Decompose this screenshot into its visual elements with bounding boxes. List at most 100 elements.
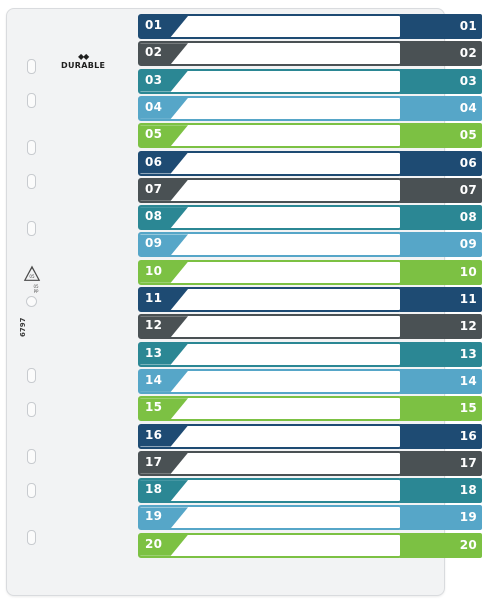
divider-row[interactable]: 07 07 <box>138 177 484 203</box>
label-strip[interactable]: 03 <box>138 68 402 94</box>
number-badge: 09 <box>140 234 188 256</box>
label-strip[interactable]: 12 <box>138 314 402 340</box>
number-badge: 06 <box>140 152 188 174</box>
label-strip[interactable]: 06 <box>138 150 402 176</box>
badge-number: 08 <box>145 209 163 224</box>
badge-number: 03 <box>145 72 163 87</box>
badge-number: 12 <box>145 318 163 333</box>
index-tab[interactable]: 05 <box>400 123 482 149</box>
divider-row[interactable]: 04 04 <box>138 95 484 121</box>
badge-number: 01 <box>145 18 163 32</box>
divider-row[interactable]: 16 16 <box>138 423 484 449</box>
index-tab[interactable]: 01 <box>400 14 482 39</box>
index-tab[interactable]: 03 <box>400 68 482 94</box>
badge-number: 20 <box>145 536 163 551</box>
badge-number: 02 <box>145 45 163 60</box>
number-badge: 14 <box>140 370 188 392</box>
number-badge: 01 <box>140 16 188 37</box>
divider-row[interactable]: 20 20 <box>138 532 484 558</box>
badge-number: 11 <box>145 291 163 305</box>
label-strip[interactable]: 09 <box>138 232 402 258</box>
index-tab[interactable]: 15 <box>400 396 482 422</box>
label-strip[interactable]: 01 <box>138 14 402 39</box>
divider-row[interactable]: 19 19 <box>138 505 484 531</box>
label-strip[interactable]: 10 <box>138 259 402 285</box>
divider-row[interactable]: 18 18 <box>138 478 484 504</box>
number-badge: 20 <box>140 534 188 556</box>
label-strip[interactable]: 05 <box>138 123 402 149</box>
punch-hole <box>27 483 36 498</box>
index-tab[interactable]: 08 <box>400 205 482 231</box>
index-tab[interactable]: 16 <box>400 423 482 449</box>
divider-row[interactable]: 13 13 <box>138 341 484 367</box>
label-strip[interactable]: 18 <box>138 478 402 504</box>
index-tab[interactable]: 11 <box>400 287 482 312</box>
index-tab[interactable]: 10 <box>400 259 482 285</box>
tab-number: 16 <box>459 428 477 443</box>
index-tab[interactable]: 20 <box>400 532 482 558</box>
index-tab[interactable]: 02 <box>400 41 482 67</box>
divider-row[interactable]: 08 08 <box>138 205 484 231</box>
badge-number: 07 <box>145 181 163 196</box>
label-strip[interactable]: 11 <box>138 287 402 312</box>
label-strip[interactable]: 04 <box>138 95 402 121</box>
index-tab[interactable]: 13 <box>400 341 482 367</box>
badge-number: 18 <box>145 482 163 497</box>
label-strip[interactable]: 15 <box>138 396 402 422</box>
punch-hole <box>27 174 36 189</box>
label-strip[interactable]: 17 <box>138 450 402 476</box>
divider-row[interactable]: 03 03 <box>138 68 484 94</box>
punch-hole <box>27 449 36 464</box>
number-badge: 10 <box>140 261 188 283</box>
index-tab[interactable]: 17 <box>400 450 482 476</box>
punch-hole <box>27 221 36 236</box>
label-strip[interactable]: 02 <box>138 41 402 67</box>
label-strip[interactable]: 08 <box>138 205 402 231</box>
divider-row[interactable]: 05 05 <box>138 123 484 149</box>
divider-row[interactable]: 06 06 <box>138 150 484 176</box>
tab-number: 07 <box>459 182 477 197</box>
badge-number: 04 <box>145 99 163 114</box>
number-badge: 07 <box>140 179 188 201</box>
divider-row[interactable]: 17 17 <box>138 450 484 476</box>
badge-number: 14 <box>145 372 163 387</box>
divider-row[interactable]: 14 14 <box>138 368 484 394</box>
label-strip[interactable]: 20 <box>138 532 402 558</box>
recycle-icon: 05 <box>23 265 41 281</box>
divider-row[interactable]: 10 10 <box>138 259 484 285</box>
label-strip[interactable]: 16 <box>138 423 402 449</box>
divider-row[interactable]: 11 11 <box>138 287 484 312</box>
tab-number: 20 <box>459 537 477 552</box>
badge-number: 09 <box>145 236 163 251</box>
divider-row[interactable]: 02 02 <box>138 41 484 67</box>
index-tab[interactable]: 12 <box>400 314 482 340</box>
badge-number: 05 <box>145 127 163 142</box>
number-badge: 17 <box>140 452 188 474</box>
badge-number: 13 <box>145 345 163 360</box>
tab-number: 15 <box>459 401 477 416</box>
number-badge: 04 <box>140 97 188 119</box>
label-strip[interactable]: 07 <box>138 177 402 203</box>
divider-row[interactable]: 15 15 <box>138 396 484 422</box>
label-strip[interactable]: 19 <box>138 505 402 531</box>
index-tab[interactable]: 07 <box>400 177 482 203</box>
index-tab[interactable]: 06 <box>400 150 482 176</box>
index-tab[interactable]: 18 <box>400 478 482 504</box>
tab-number: 09 <box>459 237 477 252</box>
index-tab[interactable]: 19 <box>400 505 482 531</box>
punch-hole <box>27 530 36 545</box>
index-tab[interactable]: 14 <box>400 368 482 394</box>
divider-row[interactable]: 01 01 <box>138 14 484 39</box>
punch-hole <box>27 59 36 74</box>
number-badge: 02 <box>140 43 188 65</box>
label-strip[interactable]: 14 <box>138 368 402 394</box>
tab-number: 14 <box>459 373 477 388</box>
index-tab[interactable]: 09 <box>400 232 482 258</box>
number-badge: 03 <box>140 70 188 92</box>
divider-row[interactable]: 09 09 <box>138 232 484 258</box>
divider-row[interactable]: 12 12 <box>138 314 484 340</box>
tab-number: 08 <box>459 210 477 225</box>
index-tab[interactable]: 04 <box>400 95 482 121</box>
number-badge: 05 <box>140 125 188 147</box>
label-strip[interactable]: 13 <box>138 341 402 367</box>
